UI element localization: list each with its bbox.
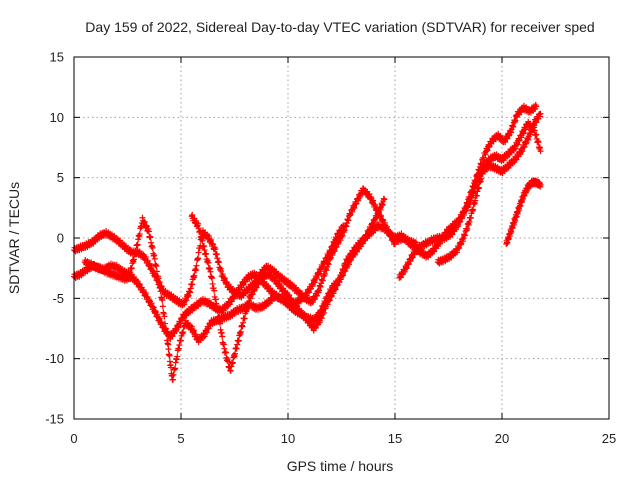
y-tick-label: 0 [57,231,64,246]
data-point [475,184,482,191]
data-point [165,346,172,353]
data-point [153,262,160,269]
series-track-2 [71,185,398,309]
y-tick-label: 15 [50,50,64,65]
data-point [237,328,244,335]
data-point [172,365,179,372]
data-point [159,297,166,304]
x-tick-label: 0 [70,431,77,446]
data-point [134,241,141,248]
data-point [197,229,204,236]
data-point [170,371,177,378]
data-point [218,267,225,274]
data-point [222,349,229,356]
y-tick-label: -5 [52,291,64,306]
data-point [193,262,200,269]
data-point [161,313,168,320]
data-point [537,110,544,117]
data-point [166,352,173,359]
data-point [163,330,170,337]
x-tick-label: 20 [495,431,509,446]
data-point [199,237,206,244]
data-point [180,329,187,336]
data-point [203,251,210,258]
chart-title: Day 159 of 2022, Sidereal Day-to-day VTE… [85,19,594,35]
data-point [195,255,202,262]
data-point [213,300,220,307]
y-tick-label: 10 [50,110,64,125]
data-point [157,288,164,295]
data-point [133,247,140,254]
data-point [191,272,198,279]
data-point [235,337,242,344]
y-axis-label: SDTVAR / TECUs [6,182,22,294]
x-tick-label: 15 [388,431,402,446]
data-point [211,287,218,294]
data-point [478,175,485,182]
data-point [145,228,152,235]
data-point [212,246,219,253]
data-point [537,181,544,188]
y-tick-label: -15 [45,412,64,427]
data-point [215,259,222,266]
x-tick-label: 25 [602,431,616,446]
data-point [136,231,143,238]
series-track-8 [503,177,544,248]
data-point [151,255,158,262]
data-point [209,275,216,282]
data-point [214,308,221,315]
data-point [533,103,540,110]
x-tick-label: 10 [281,431,295,446]
data-point [381,196,388,203]
data-point [225,358,232,365]
data-point [155,275,162,282]
data-point [130,256,137,263]
data-point [159,303,166,310]
data-point [229,359,236,366]
data-point [149,244,156,251]
data-point [128,265,135,272]
data-point [232,350,239,357]
data-point [174,353,181,360]
data-point [205,259,212,266]
x-tick-label: 5 [177,431,184,446]
data-point [168,364,175,371]
series-track-1 [71,222,347,343]
y-tick-label: -10 [45,351,64,366]
data-point [147,234,154,241]
plot-area [71,102,544,383]
x-axis-label: GPS time / hours [287,458,394,474]
data-point [470,206,477,213]
data-point [243,306,250,313]
data-point [217,320,224,327]
data-point [537,148,544,155]
data-point [535,139,542,146]
axis-ticks: 0 5 10 15 20 25 -15 -10 -5 0 5 10 15 [45,50,616,447]
y-tick-label: 5 [57,170,64,185]
series-track-6 [392,102,540,261]
series-track-7 [434,110,544,267]
data-point [219,333,226,340]
